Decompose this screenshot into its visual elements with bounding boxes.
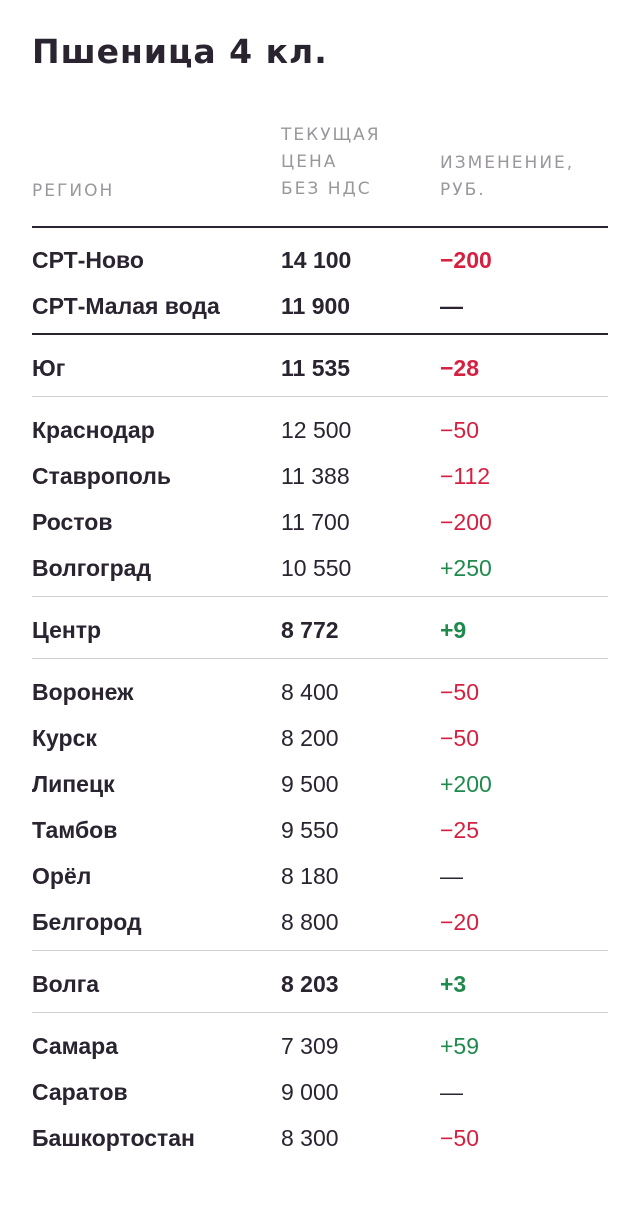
price-value: 10 550 bbox=[281, 555, 352, 581]
change-value: −112 bbox=[440, 463, 491, 489]
column-header-change-line: ИЗМЕНЕНИЕ, bbox=[440, 153, 575, 173]
change-value: — bbox=[440, 1079, 463, 1105]
change-value: +59 bbox=[440, 1033, 480, 1059]
price-value: 9 550 bbox=[281, 817, 339, 843]
price-value: 8 800 bbox=[281, 909, 339, 935]
row-divider bbox=[32, 950, 608, 951]
row-divider bbox=[32, 396, 608, 397]
price-value: 8 200 bbox=[281, 725, 339, 751]
row-divider bbox=[32, 658, 608, 659]
row-divider bbox=[32, 226, 608, 228]
region-name: Самара bbox=[32, 1033, 119, 1059]
region-name: Башкортостан bbox=[32, 1125, 195, 1151]
change-value: −200 bbox=[440, 509, 492, 535]
price-value: 8 180 bbox=[281, 863, 339, 889]
row-divider bbox=[32, 1012, 608, 1013]
region-name: Юг bbox=[32, 355, 66, 381]
region-name: Липецк bbox=[32, 771, 115, 797]
change-value: +250 bbox=[440, 555, 492, 581]
column-header-price-line: ТЕКУЩАЯ bbox=[281, 125, 381, 145]
region-name: Воронеж bbox=[32, 679, 134, 705]
change-value: +200 bbox=[440, 771, 492, 797]
price-value: 8 203 bbox=[281, 971, 339, 997]
region-name: Центр bbox=[32, 617, 102, 643]
column-header-price-line: БЕЗ НДС bbox=[281, 179, 372, 199]
price-value: 11 388 bbox=[281, 463, 350, 489]
price-value: 12 500 bbox=[281, 417, 352, 443]
change-value: −50 bbox=[440, 417, 480, 443]
change-value: — bbox=[440, 863, 463, 889]
change-value: −200 bbox=[440, 247, 492, 273]
region-name: Ставрополь bbox=[32, 463, 172, 489]
price-value: 8 400 bbox=[281, 679, 339, 705]
region-name: Белгород bbox=[32, 909, 142, 935]
price-value: 11 535 bbox=[281, 355, 351, 381]
price-value: 11 900 bbox=[281, 293, 351, 319]
change-value: +3 bbox=[440, 971, 467, 997]
region-name: Волга bbox=[32, 971, 100, 997]
column-header-region: РЕГИОН bbox=[32, 181, 115, 201]
column-header-change: ИЗМЕНЕНИЕ, РУБ. bbox=[440, 150, 620, 204]
change-value: — bbox=[440, 293, 463, 319]
page-title: Пшеница 4 кл. bbox=[32, 32, 328, 71]
region-name: Саратов bbox=[32, 1079, 128, 1105]
change-value: −25 bbox=[440, 817, 480, 843]
price-value: 9 500 bbox=[281, 771, 339, 797]
region-name: Курск bbox=[32, 725, 97, 751]
region-name: Орёл bbox=[32, 863, 92, 889]
price-value: 8 772 bbox=[281, 617, 339, 643]
region-name: СРТ-Ново bbox=[32, 247, 144, 273]
region-name: СРТ-Малая вода bbox=[32, 293, 220, 319]
price-value: 7 309 bbox=[281, 1033, 339, 1059]
change-value: −28 bbox=[440, 355, 480, 381]
price-value: 8 300 bbox=[281, 1125, 339, 1151]
column-header-price: ТЕКУЩАЯ ЦЕНА БЕЗ НДС bbox=[281, 122, 421, 203]
change-value: +9 bbox=[440, 617, 467, 643]
row-divider bbox=[32, 333, 608, 335]
price-value: 11 700 bbox=[281, 509, 350, 535]
price-value: 14 100 bbox=[281, 247, 352, 273]
region-name: Волгоград bbox=[32, 555, 152, 581]
change-value: −20 bbox=[440, 909, 480, 935]
column-header-change-line: РУБ. bbox=[440, 180, 486, 200]
region-name: Краснодар bbox=[32, 417, 155, 443]
column-header-price-line: ЦЕНА bbox=[281, 152, 338, 172]
row-divider bbox=[32, 596, 608, 597]
region-name: Ростов bbox=[32, 509, 113, 535]
change-value: −50 bbox=[440, 1125, 480, 1151]
region-name: Тамбов bbox=[32, 817, 118, 843]
change-value: −50 bbox=[440, 725, 480, 751]
change-value: −50 bbox=[440, 679, 480, 705]
price-value: 9 000 bbox=[281, 1079, 339, 1105]
